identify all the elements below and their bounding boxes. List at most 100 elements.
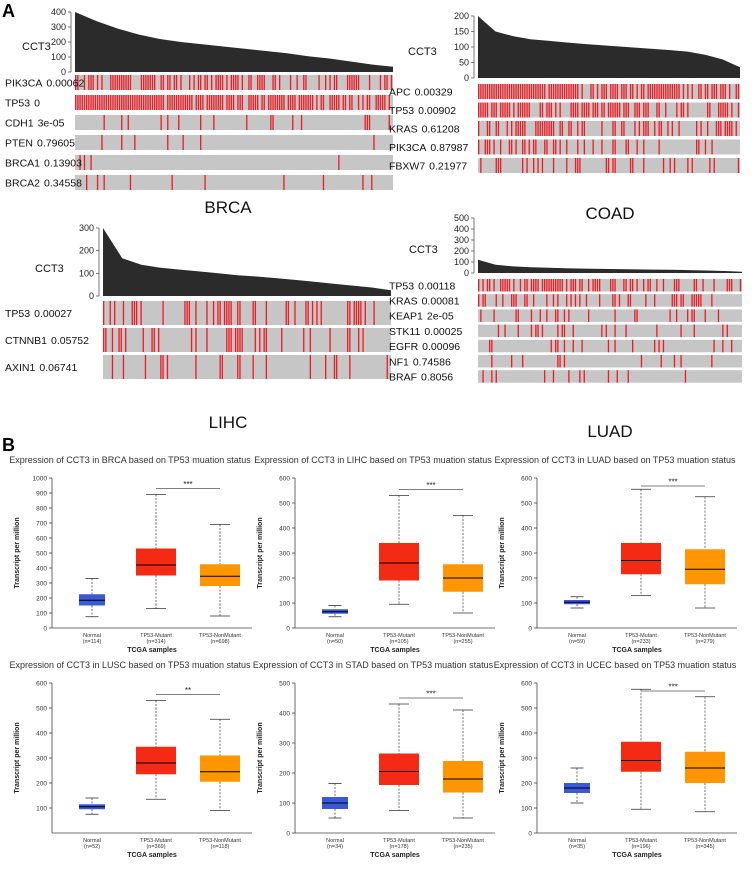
mutation-mark [662,339,665,353]
mutation-mark [632,279,634,292]
mutation-mark [188,301,191,325]
gene-pvalue: 0.00096 [422,341,460,353]
y-tick-label: 600 [521,681,532,688]
group-n: (n=34) [327,844,343,850]
mutation-mark [559,355,561,368]
mutation-mark [583,370,585,383]
mutation-mark [125,95,127,110]
mutation-mark [364,301,366,325]
mutation-mark [338,95,340,110]
mutation-mark [570,279,572,292]
mutation-mark [259,328,261,352]
mutation-mark [555,279,557,292]
mutation-mark [568,309,570,322]
mutation-mark [546,309,548,322]
mutation-mark [495,158,497,173]
mutation-mark [143,95,145,110]
significance-stars: *** [668,683,677,692]
mutation-mark [154,95,156,110]
mutation-mark [671,84,674,99]
mutation-mark [546,294,548,307]
mutation-mark [579,370,581,383]
mutation-mark [478,102,480,118]
mutation-mark [219,355,221,379]
y-tick-label: 700 [36,521,47,528]
mutation-mark [711,139,713,155]
gene-row-label: BRAF 0.8056 [389,371,453,383]
mutation-mark [390,75,393,90]
mutation-track [478,324,742,338]
mutation-mark [658,102,660,118]
mutation-mark [561,84,564,99]
mutation-mark [548,279,550,292]
mutation-track [103,328,391,352]
mutation-mark [530,84,533,99]
mutation-mark [511,84,513,99]
mutation-mark [169,95,171,110]
mutation-mark [669,84,671,99]
mutation-mark [647,84,649,99]
mutation-mark [566,84,568,99]
mutation-mark [722,339,724,353]
mutation-mark [552,139,555,155]
expression-label: CCT3 [22,41,51,53]
mutation-mark [325,355,327,379]
mutation-mark [522,158,524,173]
mutation-mark [482,294,484,307]
mutation-mark [614,324,616,338]
mutation-mark [612,102,614,118]
mutation-mark [103,328,105,352]
mutation-mark [272,75,274,90]
y-tick-label: 300 [79,223,94,233]
mutation-mark [731,102,733,118]
mutation-mark [671,121,674,136]
mutation-mark [200,135,202,150]
group-n: (n=698) [210,639,229,645]
mutation-mark [691,84,693,99]
mutation-mark [627,294,629,307]
mutation-mark [384,95,386,110]
mutation-mark [647,279,649,292]
mutation-mark [724,84,726,99]
mutation-mark [574,102,577,118]
mutation-mark [698,84,700,99]
mutation-mark [552,279,555,292]
mutation-mark [147,95,149,110]
mutation-mark [239,355,241,379]
mutation-mark [599,294,601,307]
mutation-mark [200,75,202,90]
mutation-mark [486,84,489,99]
mutation-mark [123,75,125,90]
mutation-mark [325,75,327,90]
mutation-mark [546,279,548,292]
mutation-mark [493,279,495,292]
mutation-mark [154,75,156,90]
group-label: TP53-NonMutant [684,838,726,844]
mutation-mark [254,328,257,352]
mutation-mark [497,121,500,136]
mutation-mark [726,279,728,292]
mutation-mark [118,75,121,90]
mutation-mark [572,324,574,338]
mutation-mark [336,95,338,110]
y-tick-label: 100 [36,611,47,618]
mutation-mark [344,95,347,110]
y-tick-label: 400 [521,526,532,533]
mutation-mark [574,279,577,292]
mutation-mark [109,301,111,325]
mutation-mark [197,75,200,90]
gene-row-label: PIK3CA 0.87987 [389,142,468,154]
mutation-mark [713,84,715,99]
mutation-mark [206,328,208,352]
mutation-mark [572,102,575,118]
mutation-mark [643,139,645,155]
mutation-mark [511,121,513,136]
mutation-mark [478,279,480,292]
gene-pvalue: 2e-05 [427,311,454,323]
mutation-mark [583,121,586,136]
mutation-mark [737,84,740,99]
mutation-mark [691,309,693,322]
mutation-mark [577,121,579,136]
y-tick-label: 500 [454,213,469,223]
y-tick-label: 100 [279,601,290,608]
